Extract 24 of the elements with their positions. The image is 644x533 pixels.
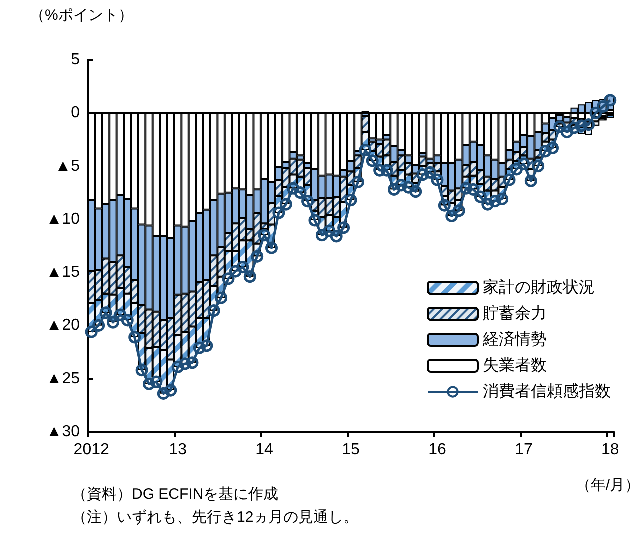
x-tick-label: 18 — [602, 442, 620, 458]
y-tick-label: 5 — [71, 52, 80, 68]
y-tick-label: ▲15 — [46, 264, 80, 282]
legend-label: 消費者信頼感指数 — [483, 382, 611, 400]
x-tick-label: 13 — [169, 442, 188, 458]
x-tick-label: 14 — [256, 442, 274, 458]
legend-label: 経済情勢 — [482, 330, 547, 348]
legend-label: 家計の財政状況 — [483, 278, 595, 296]
x-axis-title: （年/月） — [576, 477, 640, 494]
legend-label: 失業者数 — [483, 356, 547, 374]
y-tick-label: ▲5 — [55, 158, 80, 175]
legend-label: 貯蓄余力 — [483, 304, 547, 322]
y-axis-title: （%ポイント） — [30, 7, 134, 24]
x-tick-label: 16 — [428, 442, 446, 458]
text: （資料）DG ECFINを基に作成 — [72, 486, 279, 503]
y-tick-label: 0 — [71, 104, 80, 122]
y-tick-label: ▲10 — [46, 210, 80, 228]
x-tick-label: 2012 — [74, 442, 110, 458]
y-tick-label: ▲20 — [46, 317, 80, 334]
x-tick-label: 15 — [342, 442, 360, 458]
y-tick-label: ▲25 — [46, 370, 80, 388]
text: （注）いずれも、先行き12ヵ月の見通し。 — [72, 509, 359, 526]
y-tick-label: ▲30 — [46, 424, 80, 440]
x-tick-label: 17 — [515, 442, 533, 458]
